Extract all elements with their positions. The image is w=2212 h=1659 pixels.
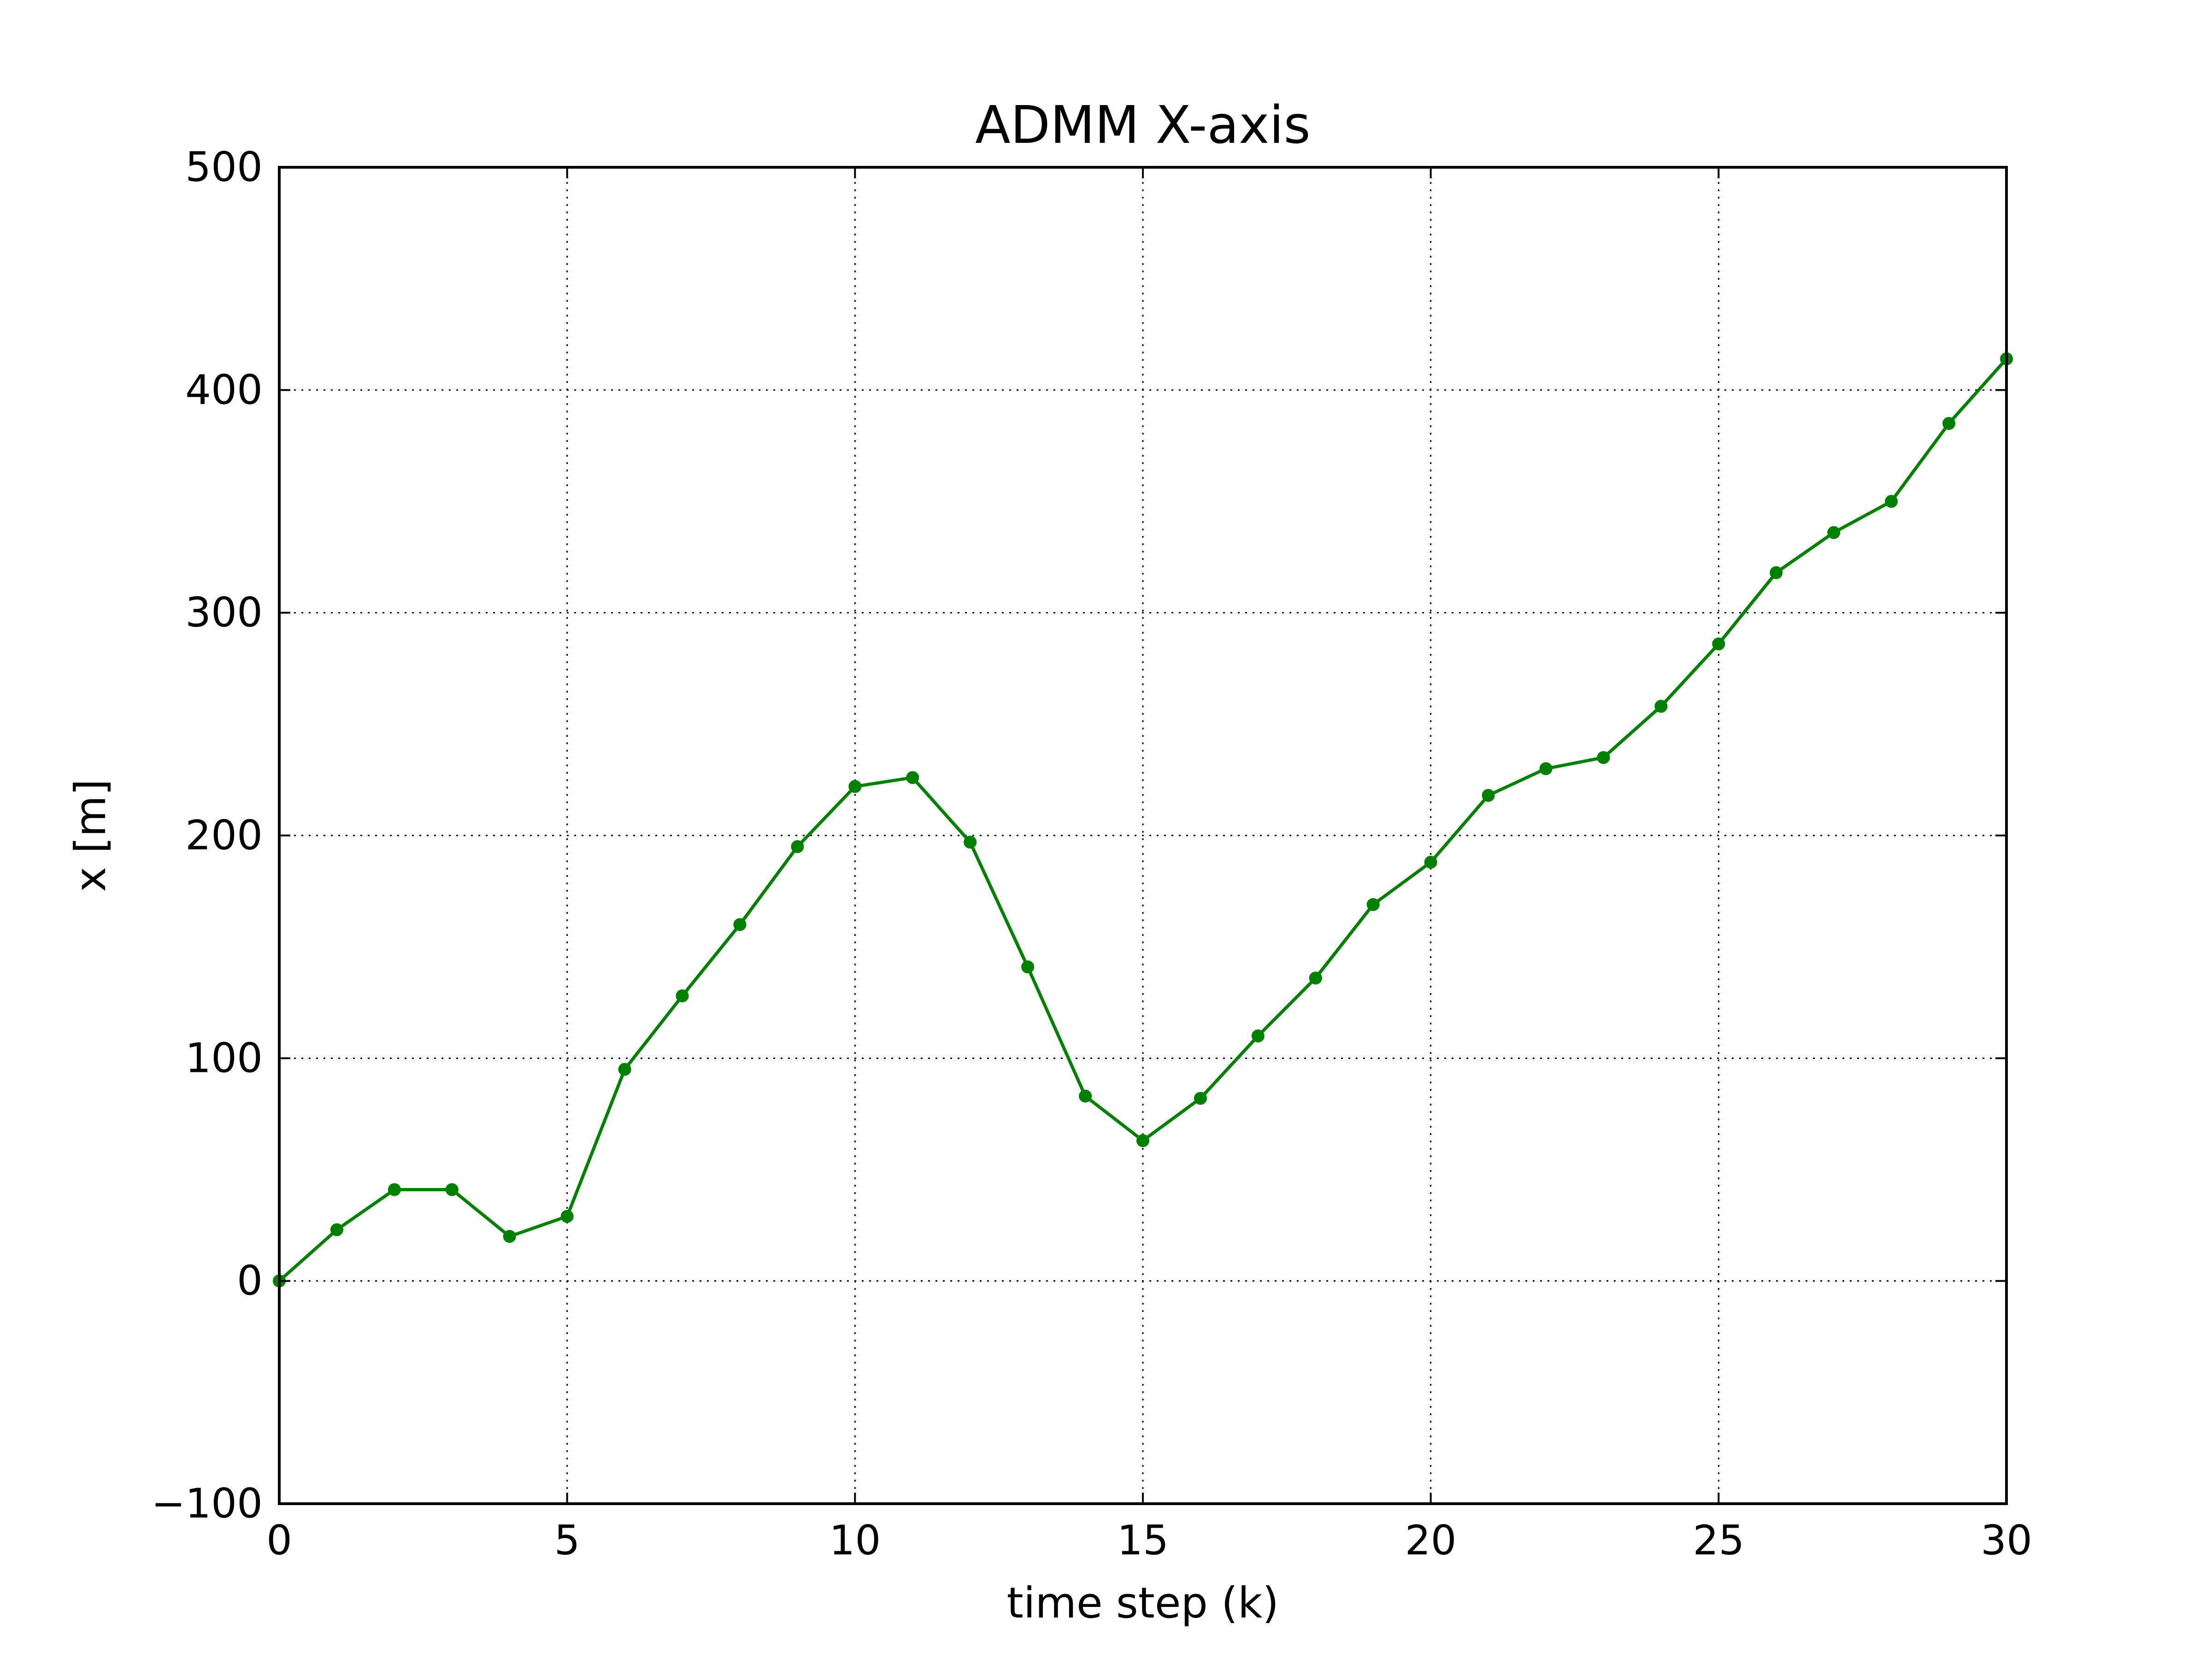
- y-tick-label: 200: [185, 812, 263, 859]
- data-point: [1021, 960, 1035, 974]
- data-point: [676, 989, 689, 1002]
- x-tick-label: 5: [554, 1517, 580, 1564]
- data-point: [618, 1063, 631, 1076]
- x-tick-label: 30: [1981, 1517, 2032, 1564]
- x-tick-label: 20: [1405, 1517, 1457, 1564]
- data-point: [445, 1183, 459, 1196]
- data-point: [1194, 1092, 1207, 1105]
- y-axis-label: x [m]: [66, 779, 115, 892]
- data-point: [1885, 495, 1898, 508]
- data-point: [1654, 700, 1668, 713]
- x-tick-label: 0: [266, 1517, 292, 1564]
- chart-title: ADMM X-axis: [975, 95, 1311, 155]
- data-point: [1597, 751, 1610, 764]
- data-point: [1424, 856, 1437, 869]
- data-point: [1827, 526, 1841, 539]
- data-point: [1251, 1030, 1265, 1042]
- data-point: [964, 835, 977, 849]
- data-point: [388, 1183, 401, 1196]
- data-point: [1309, 971, 1322, 985]
- data-point: [1079, 1089, 1092, 1103]
- y-tick-label: 400: [185, 366, 263, 413]
- data-point: [1539, 762, 1553, 775]
- data-point: [1136, 1134, 1149, 1147]
- y-tick-label: 500: [185, 143, 263, 191]
- data-point: [791, 840, 804, 853]
- x-tick-label: 15: [1117, 1517, 1169, 1564]
- data-point: [1712, 637, 1725, 651]
- data-point: [733, 918, 747, 931]
- y-tick-label: 0: [237, 1257, 263, 1305]
- x-tick-label: 25: [1693, 1517, 1744, 1564]
- data-series: [273, 352, 2013, 1288]
- data-point: [503, 1230, 516, 1243]
- data-point: [1482, 789, 1495, 802]
- data-point: [906, 771, 919, 784]
- y-tick-label: −100: [151, 1480, 263, 1527]
- x-axis-label: time step (k): [1007, 1578, 1279, 1628]
- data-point: [1770, 566, 1783, 579]
- x-tick-label: 10: [829, 1517, 881, 1564]
- data-point: [330, 1223, 343, 1236]
- data-point: [1942, 417, 1956, 430]
- y-tick-label: 100: [185, 1034, 263, 1082]
- y-tick-label: 300: [185, 589, 263, 636]
- data-point: [560, 1210, 574, 1223]
- data-point: [1366, 898, 1380, 911]
- data-point: [848, 780, 862, 793]
